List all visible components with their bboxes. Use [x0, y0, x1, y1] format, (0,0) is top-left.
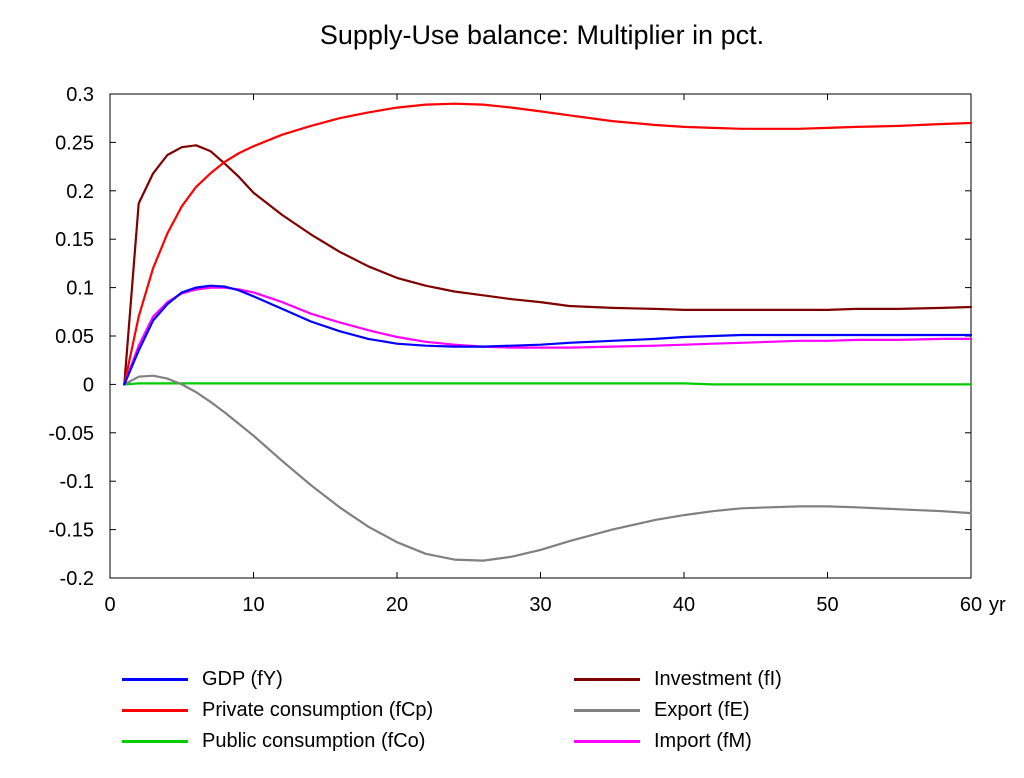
x-tick-label: 20	[386, 594, 408, 616]
series-line-4	[123, 374, 973, 562]
legend-label: GDP (fY)	[202, 667, 283, 690]
legend-item: Investment (fI)	[574, 665, 782, 693]
y-tick-label: -0.2	[60, 568, 94, 590]
legend-item: Public consumption (fCo)	[122, 727, 425, 755]
y-tick-label: 0.1	[66, 278, 94, 300]
legend-label: Export (fE)	[654, 698, 750, 721]
legend-item: Import (fM)	[574, 727, 752, 755]
x-tick-label: 0	[104, 594, 115, 616]
legend-label: Investment (fI)	[654, 667, 782, 690]
series-line-2	[123, 382, 973, 386]
y-tick-label: 0	[83, 374, 94, 396]
legend-item: Export (fE)	[574, 696, 750, 724]
y-tick-label: 0.2	[66, 181, 94, 203]
legend-label: Private consumption (fCp)	[202, 698, 434, 721]
y-tick-label: 0.3	[66, 84, 94, 106]
legend-swatch	[122, 677, 188, 681]
y-tick-label: -0.05	[48, 423, 94, 445]
chart-title: Supply-Use balance: Multiplier in pct.	[319, 20, 765, 50]
x-tick-label: 30	[529, 594, 551, 616]
legend-swatch	[122, 708, 188, 712]
y-tick-label: 0.15	[55, 229, 94, 251]
y-tick-label: -0.15	[48, 520, 94, 542]
y-tick-label: 0.05	[55, 326, 94, 348]
series-line-5	[123, 286, 973, 386]
series-line-0	[123, 284, 973, 386]
legend-swatch	[122, 739, 188, 743]
y-tick-label: 0.25	[55, 132, 94, 154]
x-unit-label: yr	[989, 594, 1006, 616]
legend-item: Private consumption (fCp)	[122, 696, 433, 724]
legend-item: GDP (fY)	[122, 665, 283, 693]
y-tick-label: -0.1	[60, 471, 94, 493]
x-tick-label: 40	[673, 594, 695, 616]
legend-label: Public consumption (fCo)	[202, 729, 426, 752]
legend-label: Import (fM)	[654, 729, 752, 752]
legend-swatch	[574, 708, 640, 712]
x-tick-label: 10	[242, 594, 264, 616]
x-tick-label: 50	[816, 594, 838, 616]
legend-swatch	[574, 739, 640, 743]
series-line-3	[123, 144, 973, 386]
series-line-1	[123, 102, 973, 386]
x-tick-label: 60	[960, 594, 982, 616]
legend-swatch	[574, 677, 640, 681]
